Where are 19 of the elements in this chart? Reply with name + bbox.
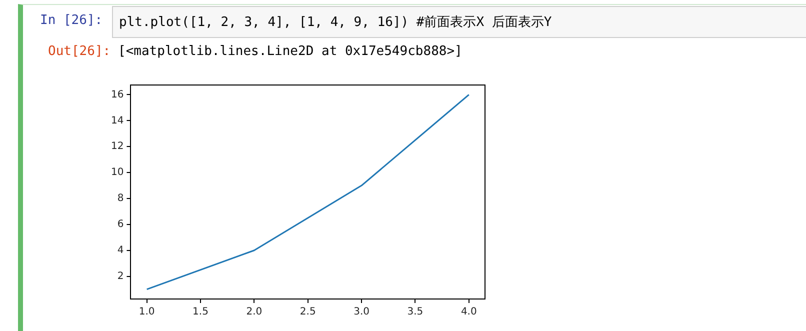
x-tick-label: 4.0 bbox=[460, 306, 477, 318]
y-tick-label: 14 bbox=[110, 115, 124, 126]
x-tick-label: 1.5 bbox=[192, 306, 208, 318]
y-tick-label: 2 bbox=[117, 270, 124, 282]
y-tick-label: 10 bbox=[110, 167, 124, 178]
text: Out[26]: bbox=[48, 44, 111, 59]
x-tick-label: 2.0 bbox=[246, 306, 262, 318]
x-tick-label: 2.5 bbox=[300, 306, 316, 318]
y-tick-label: 6 bbox=[117, 219, 124, 230]
text: plt.plot([1, 2, 3, 4], [1, 4, 9, 16]) #前面表示X 后面表示Y bbox=[112, 6, 806, 38]
y-tick-label: 4 bbox=[117, 244, 124, 256]
y-tick-label: 16 bbox=[110, 89, 124, 100]
y-tick-label: 8 bbox=[117, 193, 124, 204]
text: In [26]: bbox=[40, 13, 103, 28]
x-tick-label: 1.0 bbox=[138, 306, 155, 318]
x-tick-label: 3.0 bbox=[354, 306, 370, 318]
x-tick-label: 3.5 bbox=[407, 306, 424, 318]
y-tick-label: 12 bbox=[110, 141, 124, 152]
text: [<matplotlib.lines.Line2D at 0x17e549cb888>] bbox=[118, 44, 462, 59]
